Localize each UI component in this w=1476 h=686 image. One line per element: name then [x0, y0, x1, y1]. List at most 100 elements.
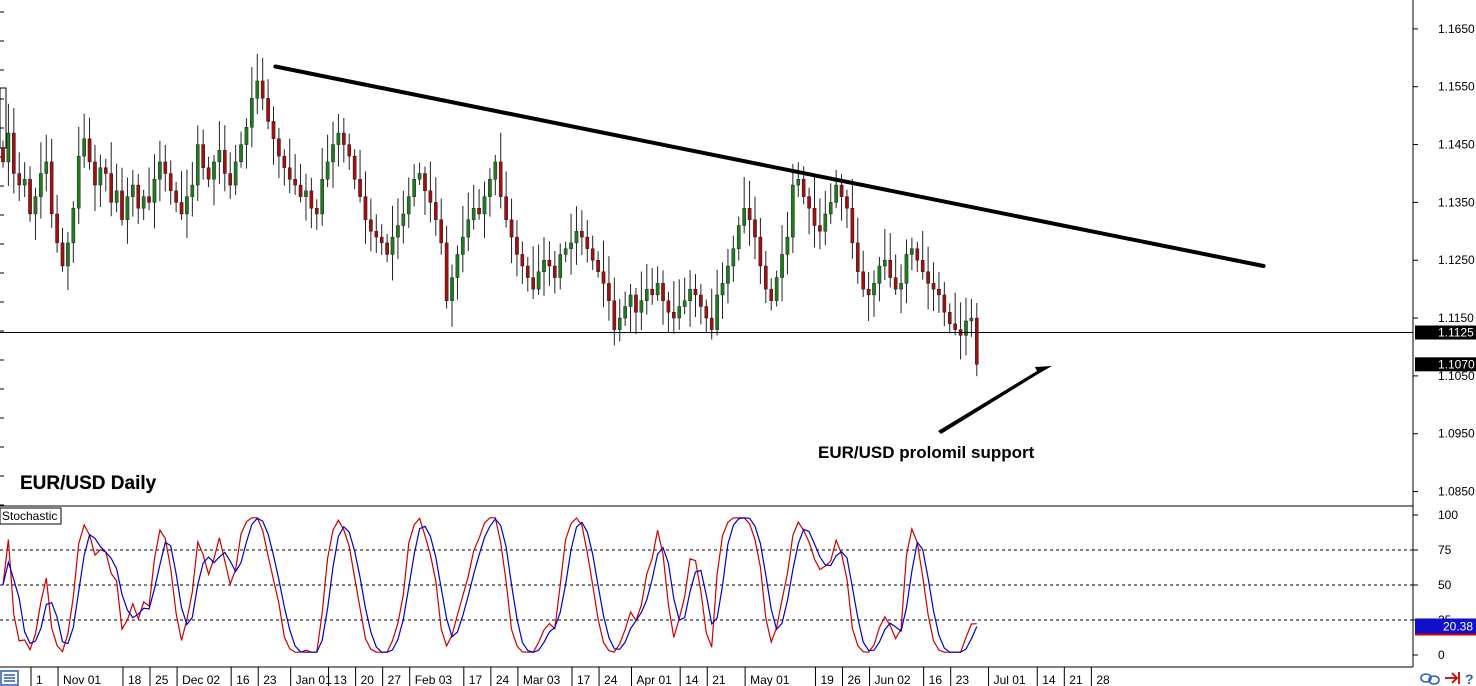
candle-body	[910, 248, 914, 255]
candle-body	[569, 242, 573, 249]
candle-body	[883, 260, 887, 267]
candle-body	[287, 167, 292, 180]
candle-body	[363, 196, 368, 220]
candle-body	[466, 219, 471, 238]
candle-body	[298, 184, 303, 197]
x-tick-label: May 01	[750, 673, 790, 686]
candle-body	[872, 283, 876, 296]
x-tick-label: Apr 01	[637, 673, 673, 686]
candle-body	[520, 254, 525, 267]
arrow-icon	[1445, 672, 1460, 684]
candle-body	[233, 161, 238, 186]
candle-body	[558, 254, 563, 278]
candle-body	[271, 121, 276, 139]
chart-frame	[0, 0, 1414, 668]
candle-body	[347, 144, 352, 157]
candle-body	[60, 242, 65, 267]
candle-body	[477, 207, 481, 215]
stoch-y-tick-label: 0	[1438, 648, 1445, 662]
candle-body	[855, 242, 860, 272]
candle-body	[22, 179, 27, 186]
x-tick-label: 1	[36, 673, 43, 686]
candlestick-series	[1, 53, 979, 377]
x-tick-label: 26	[848, 673, 862, 686]
candle-body	[417, 173, 422, 180]
candle-body	[493, 161, 498, 180]
x-tick-label: 24	[496, 673, 510, 686]
candle-body	[736, 225, 741, 249]
x-tick-label: 25	[155, 673, 169, 686]
candle-body	[693, 288, 698, 296]
candle-body	[352, 155, 357, 180]
candle-body	[607, 283, 611, 301]
last-price-label-bg	[1415, 357, 1476, 372]
x-tick-label: 21	[1069, 673, 1083, 686]
candle-body	[563, 248, 568, 255]
x-tick-label: Nov 01	[63, 673, 101, 686]
candle-body	[331, 144, 335, 163]
candle-body	[250, 98, 254, 128]
link-icon	[1420, 673, 1440, 685]
candle-body	[920, 260, 925, 272]
menu-icon	[0, 670, 19, 686]
candle-body	[455, 254, 460, 278]
candle-body	[644, 288, 649, 301]
candle-body	[434, 202, 438, 220]
candle-body	[82, 138, 86, 157]
candle-body	[623, 306, 627, 319]
time-axis: 1 Nov 01 18 25 Dec 02 16 23 Jan 01 13 20 27 Feb 03 1…	[30, 667, 1110, 686]
stoch-y-tick-label: 100	[1438, 508, 1458, 522]
candle-body	[969, 317, 974, 322]
y-tick-label: 1.1250	[1438, 253, 1475, 267]
candle-body	[715, 294, 719, 330]
candle-body	[158, 161, 162, 180]
candle-body	[531, 277, 535, 290]
candle-body	[471, 207, 476, 220]
candle-body	[764, 265, 768, 290]
x-tick-label: 28	[1096, 673, 1110, 686]
indicator-name: Stochastic	[2, 509, 57, 523]
candle-body	[120, 190, 124, 220]
x-tick-label: Jan 01	[296, 673, 332, 686]
x-tick-label: Jun 02	[875, 673, 911, 686]
candle-body	[536, 271, 541, 290]
candle-body	[553, 265, 557, 278]
y-tick-label: 1.1150	[1438, 311, 1474, 325]
x-tick-label: 17	[469, 673, 483, 686]
candle-body	[547, 260, 552, 267]
candle-body	[141, 196, 146, 209]
x-tick-label: Mar 03	[523, 673, 561, 686]
candle-body	[634, 294, 638, 313]
candle-body	[185, 196, 189, 215]
candle-body	[720, 283, 725, 296]
candle-body	[439, 219, 444, 244]
candle-body	[942, 294, 947, 313]
candle-body	[947, 312, 952, 325]
candle-body	[93, 161, 97, 186]
candle-body	[44, 161, 49, 174]
candle-body	[314, 207, 319, 215]
candle-body	[580, 231, 584, 238]
candle-body	[785, 236, 790, 255]
y-tick-label: 1.1450	[1438, 138, 1475, 152]
trendline	[273, 64, 1266, 269]
candle-body	[828, 202, 833, 215]
candle-body	[699, 294, 703, 307]
candle-body	[412, 179, 416, 197]
x-tick-label: 14	[685, 673, 699, 686]
candle-body	[812, 207, 817, 226]
candle-body	[899, 283, 903, 290]
candle-body	[71, 207, 76, 244]
y-tick-label: 1.0950	[1438, 427, 1475, 441]
candle-body	[179, 202, 184, 215]
annotation-text: EUR/USD prolomil support	[818, 443, 1035, 462]
candle-body	[704, 306, 709, 319]
candle-body	[504, 196, 508, 220]
candle-body	[823, 213, 828, 232]
candle-body	[590, 248, 595, 261]
x-tick-label: Jul 01	[994, 673, 1026, 686]
candle-body	[731, 248, 736, 267]
candle-body	[201, 144, 205, 168]
candle-body	[136, 184, 141, 209]
